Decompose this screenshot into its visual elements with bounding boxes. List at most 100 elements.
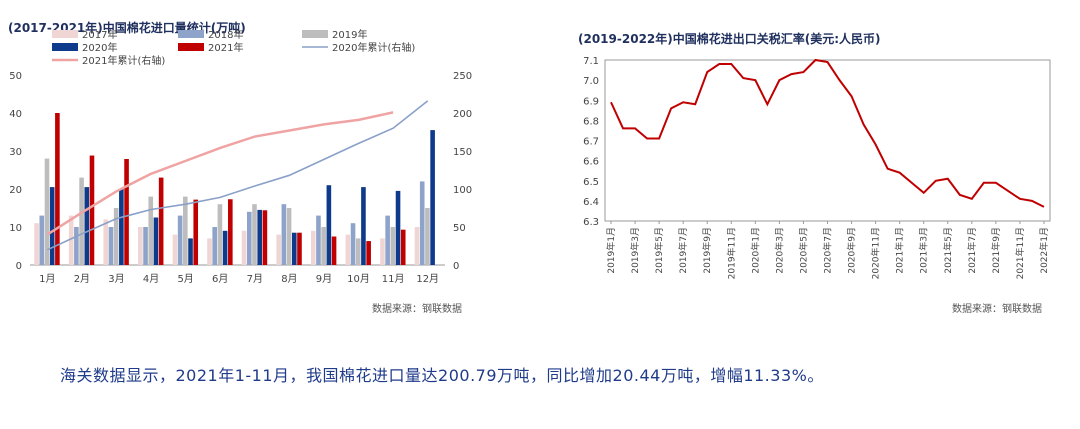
chart2-y-tick-label: 6.6 [583, 157, 599, 168]
chart1-bar-2017年 [310, 230, 316, 265]
chart1-y2-tick-label: 250 [453, 71, 472, 82]
chart2-y-tick-label: 6.5 [583, 177, 599, 188]
chart1-legend-label: 2019年 [332, 28, 367, 41]
chart1-legend-label: 2021年累计(右轴) [82, 54, 165, 67]
chart1-x-tick-label: 4月 [143, 273, 159, 285]
chart1-bar-2020年 [291, 232, 297, 265]
chart1-bar-2018年 [108, 227, 114, 265]
chart2-y-tick-label: 6.4 [583, 197, 599, 208]
chart1-bar-2018年 [143, 227, 148, 265]
chart1-bar-2021年 [124, 158, 129, 265]
chart1-bar-2020年 [119, 189, 124, 265]
chart1-bar-2019年 [425, 208, 430, 265]
chart2-line-chart: 6.3 6.4 6.5 6.6 6.7 6.8 6.9 7.0 7.1 2019年1月 2019年3… [583, 56, 1051, 279]
chart1-bar-2019年 [321, 227, 326, 265]
chart1-bar-2019年 [252, 204, 257, 265]
chart1-bar-2018年 [316, 215, 321, 265]
chart1-source: 数据来源：钢联数据 [372, 304, 462, 315]
chart1-bar-2017年 [276, 234, 281, 265]
chart1-legend-swatch [302, 30, 328, 38]
chart1-bar-2020年 [257, 209, 262, 265]
chart1-bar-2019年 [183, 196, 188, 265]
chart1-bar-2018年 [177, 215, 183, 265]
chart1-bar-2021年 [158, 177, 164, 265]
chart1-x-tick-label: 10月 [347, 273, 370, 285]
chart1-legend-swatch [178, 43, 204, 51]
chart1-bar-2021年 [400, 229, 406, 265]
chart1-bar-2021年 [262, 210, 268, 265]
chart1-bar-2017年 [414, 227, 420, 265]
chart1-bar-2020年 [361, 187, 366, 265]
chart1-x-tick-label: 3月 [108, 273, 124, 285]
chart2-y-tick-label: 6.9 [583, 96, 599, 107]
chart1-y-tick-label: 50 [9, 71, 22, 82]
chart1-bar-2021年 [89, 155, 95, 265]
chart1-x-tick-label: 12月 [416, 273, 439, 285]
chart2-rate-line [610, 58, 1045, 208]
chart2-x-tick-label: 2019年11月 [725, 227, 737, 279]
chart2-y-tick-label: 7.0 [583, 76, 599, 87]
chart1-bar-2019年 [148, 196, 154, 265]
chart1-x-tick-label: 7月 [247, 273, 263, 285]
chart2-plot-frame [604, 59, 1051, 222]
chart2-x-tick-label: 2021年3月 [918, 227, 930, 274]
chart1-y2-tick-label: 50 [453, 223, 466, 234]
chart1-line-2021年累计(右轴) [46, 111, 394, 236]
chart1-bar-2020年 [395, 190, 401, 265]
chart1-bar-2021年 [193, 199, 199, 265]
chart2-x-tick-label: 2019年5月 [653, 227, 665, 274]
chart2-x-tick-label: 2019年3月 [629, 227, 641, 274]
chart1-bar-2018年 [385, 215, 390, 265]
chart1-bar-2018年 [246, 211, 252, 265]
chart1-bar-2017年 [207, 238, 212, 265]
chart2-x-tick-label: 2019年1月 [605, 227, 617, 274]
chart1-y-tick-label: 30 [9, 147, 22, 158]
chart2-x-tick-label: 2021年9月 [990, 227, 1002, 274]
chart1-x-tick-label: 8月 [281, 273, 297, 285]
chart2-y-tick-label: 6.3 [583, 217, 599, 228]
chart1-bar-2020年 [188, 238, 193, 265]
chart2-x-tick-label: 2019年7月 [677, 227, 689, 274]
chart1-x-tick-label: 5月 [177, 273, 193, 285]
chart2-x-tick-label: 2021年7月 [966, 227, 978, 274]
chart1-y2-tick-label: 200 [453, 109, 472, 120]
chart2-x-tick-label: 2020年3月 [773, 227, 785, 274]
chart1-bar-2018年 [74, 227, 79, 265]
chart1-bar-2017年 [345, 234, 351, 265]
chart1-x-tick-label: 1月 [39, 273, 55, 285]
chart1-bar-2020年 [430, 130, 435, 265]
chart1-y2-tick-label: 150 [453, 147, 472, 158]
chart1-y2-tick-label: 100 [453, 185, 472, 196]
chart2-title: (2019-2022年)中国棉花进出口关税汇率(美元:人民币) [578, 32, 881, 46]
chart2-x-tick-label: 2020年9月 [846, 227, 858, 274]
chart1-bar-2017年 [103, 219, 109, 265]
chart1-bar-chart: 0 10 20 30 40 50 0 50 100 150 200 250 1月 2月 3月 4月 5月 6月 7月… [9, 28, 472, 285]
chart1-bar-2020年 [222, 230, 228, 265]
chart1-y-tick-label: 0 [16, 261, 22, 272]
chart1-bar-2021年 [366, 241, 371, 265]
chart2-x-tick-label: 2020年11月 [870, 227, 882, 279]
chart1-x-tick-label: 11月 [382, 273, 405, 285]
chart1-legend-swatch [52, 43, 78, 51]
chart1-bar-2021年 [331, 236, 337, 265]
chart1-x-tick-label: 9月 [316, 273, 332, 285]
chart1-bar-2019年 [113, 208, 119, 265]
chart2-x-tick-label: 2019年9月 [701, 227, 713, 274]
chart1-bar-2019年 [44, 158, 50, 265]
caption-text: 海关数据显示，2021年1-11月，我国棉花进口量达200.79万吨，同比增加2… [60, 366, 824, 385]
chart1-bar-2018年 [419, 181, 425, 265]
chart1-bar-2020年 [153, 217, 159, 265]
chart1-line-2020年累计(右轴) [46, 100, 429, 251]
chart1-legend-swatch [178, 30, 204, 38]
chart1-bar-2018年 [212, 227, 218, 265]
chart1-y-tick-label: 10 [9, 223, 22, 234]
chart1-bar-2017年 [172, 234, 178, 265]
chart1-bar-2021年 [55, 113, 60, 265]
chart2-x-tick-label: 2021年5月 [942, 227, 954, 274]
chart1-bar-2018年 [350, 223, 356, 265]
chart2-y-tick-label: 7.1 [583, 56, 599, 67]
chart1-bar-2017年 [138, 227, 143, 265]
chart1-bar-2017年 [241, 230, 247, 265]
chart1-y-tick-label: 40 [9, 109, 22, 120]
chart2-y-tick-label: 6.8 [583, 116, 599, 127]
